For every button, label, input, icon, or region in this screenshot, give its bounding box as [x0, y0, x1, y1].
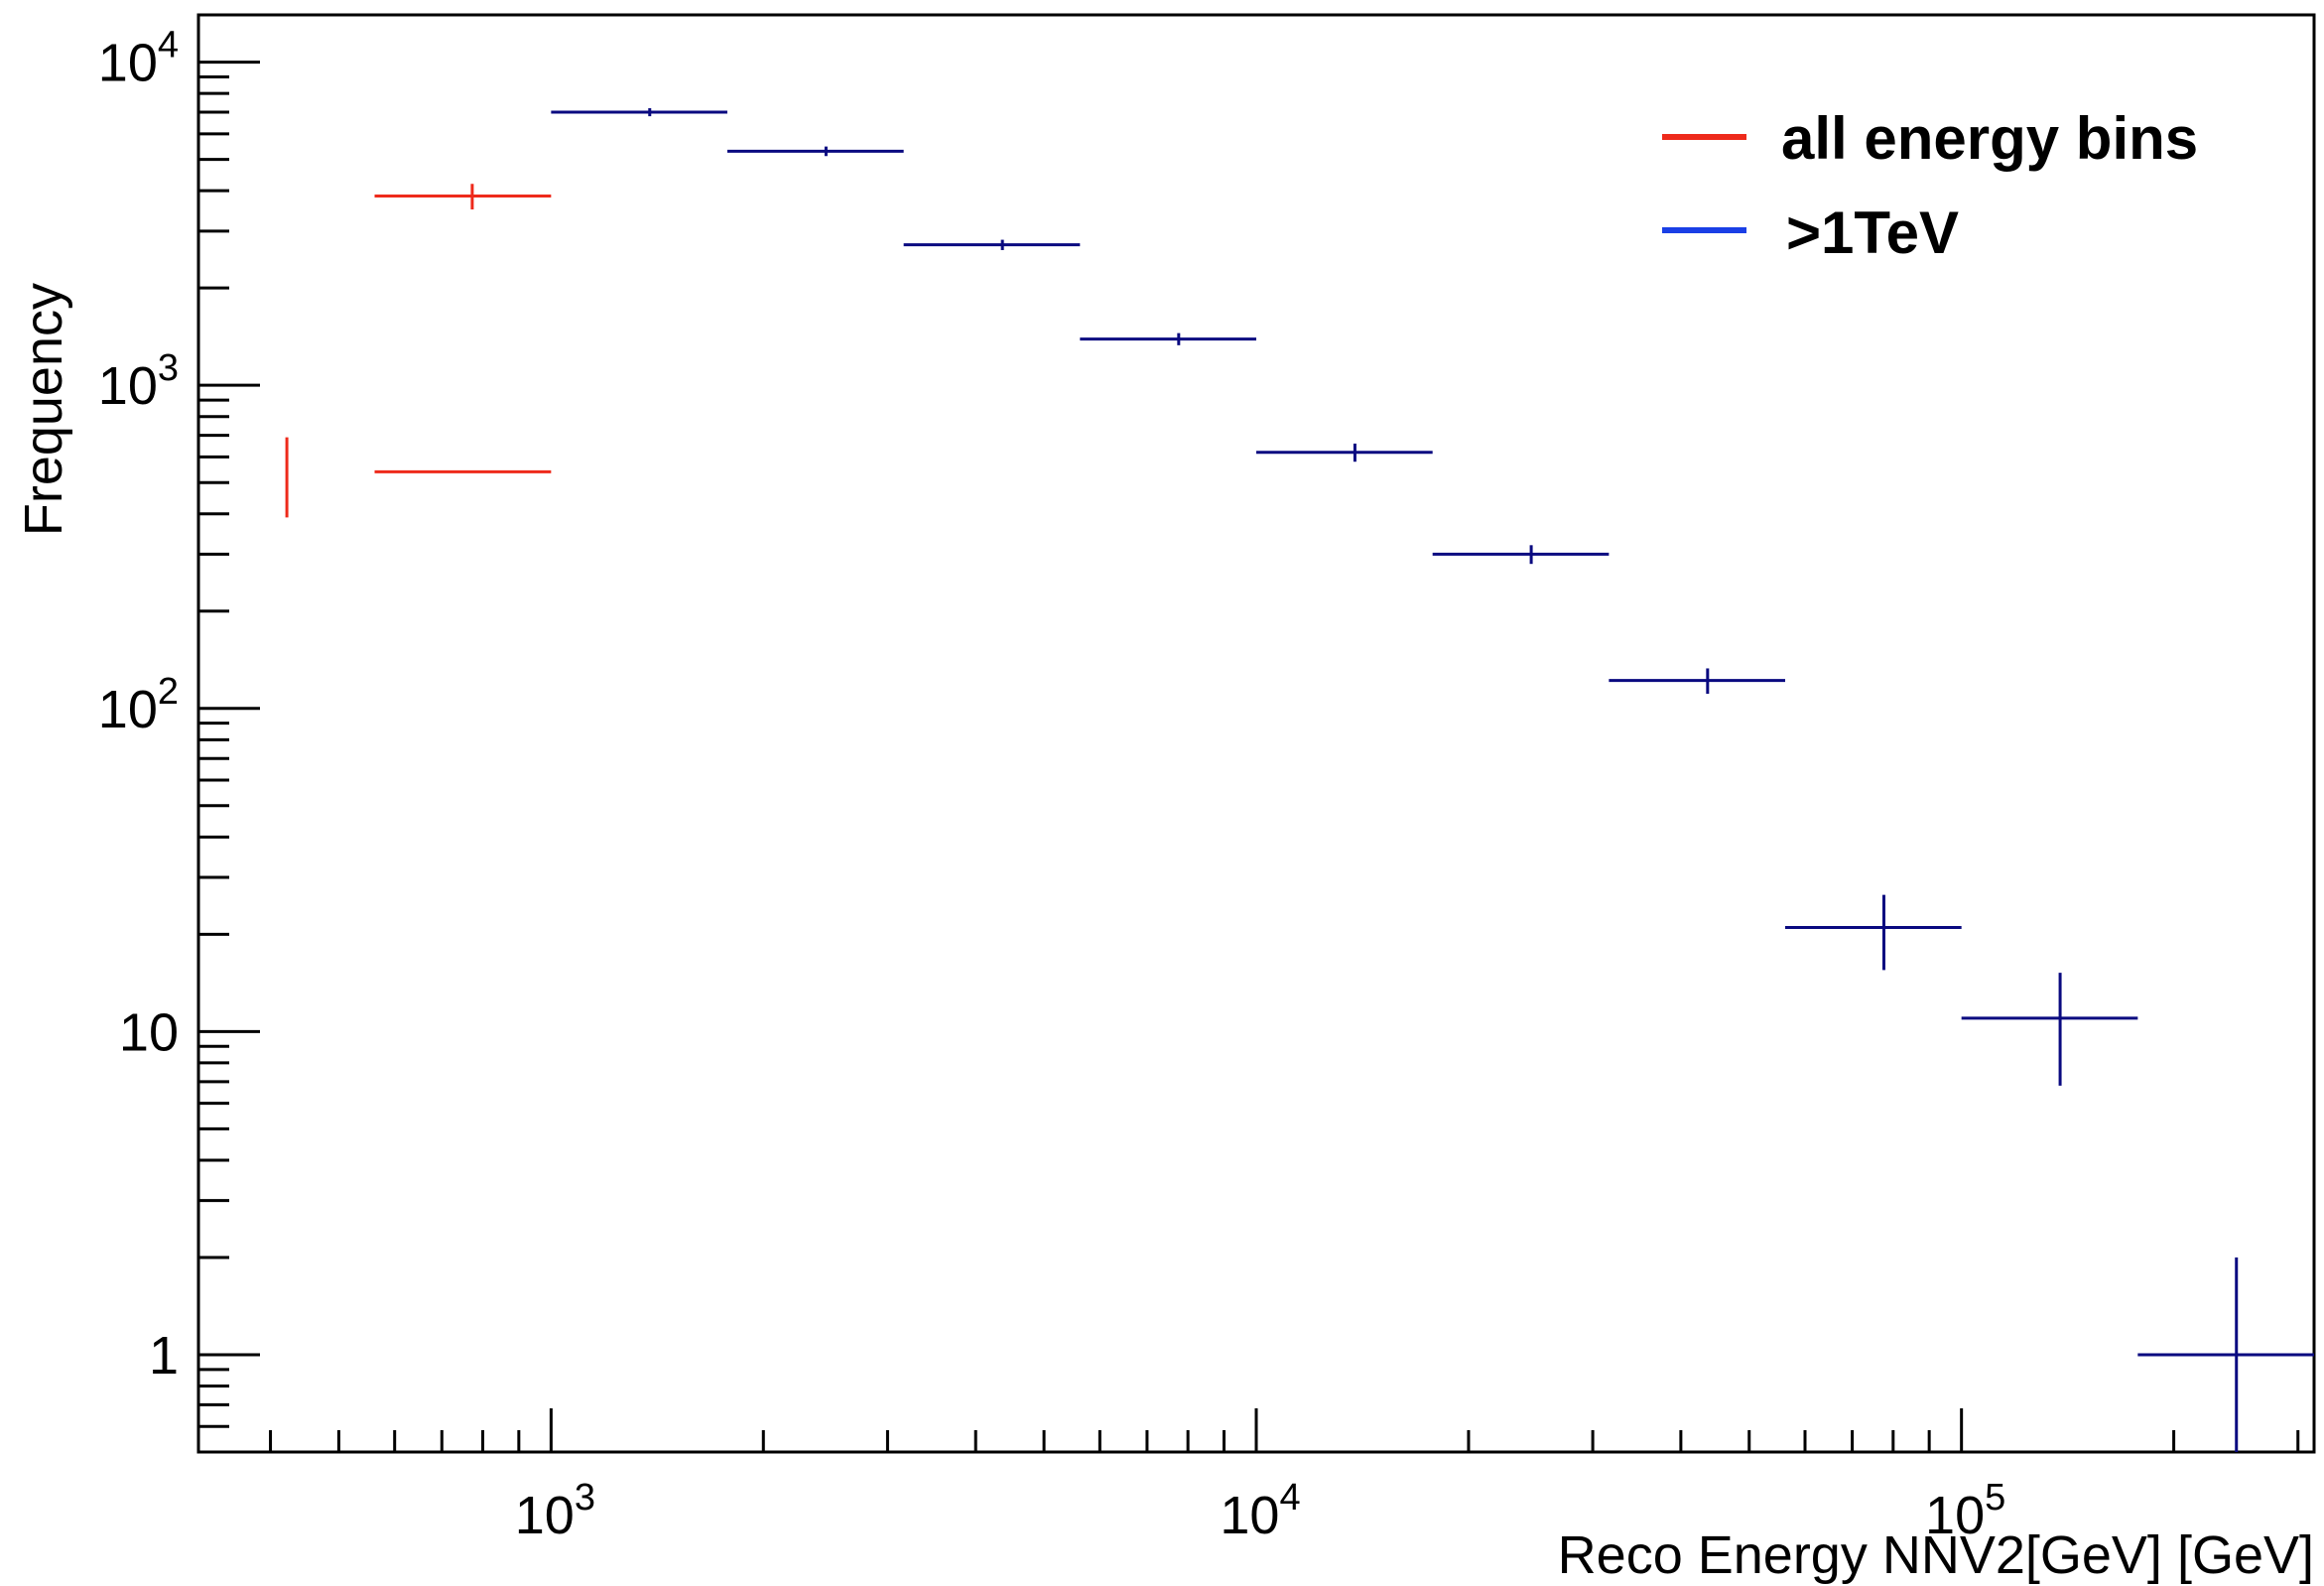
data-point	[1432, 545, 1610, 565]
plot-frame	[196, 13, 2316, 1454]
data-point	[1961, 973, 2138, 1086]
legend: all energy bins >1TeV	[1662, 105, 2198, 266]
data-point	[2137, 1256, 2314, 1452]
legend-label-above-1tev: >1TeV	[1786, 199, 1959, 266]
data-point	[726, 146, 904, 157]
y-axis-title: Frequency	[14, 283, 73, 536]
series-1	[551, 108, 2314, 1452]
y-tick-label: 104	[98, 25, 179, 93]
data-point	[1785, 894, 1962, 971]
series-0	[285, 184, 552, 518]
y-axis-tick-labels: 1 10 102 103 104	[98, 25, 179, 1386]
x-axis-title: Reco Energy NNV2[GeV] [GeV]	[1558, 1525, 2314, 1585]
data-point	[1080, 332, 1257, 345]
x-tick-label: 103	[515, 1477, 595, 1545]
x-tick-label: 104	[1220, 1477, 1300, 1545]
y-tick-label: 103	[98, 347, 179, 416]
data-point	[285, 437, 552, 518]
y-axis-minor-ticks	[198, 61, 260, 1454]
y-tick-label: 102	[98, 671, 179, 739]
x-axis-minor-ticks	[269, 1408, 2300, 1452]
legend-label-all-energy-bins: all energy bins	[1781, 105, 2198, 172]
x-axis-tick-labels: 103 104 105	[515, 1477, 2006, 1545]
data-point	[903, 239, 1081, 250]
y-tick-label: 1	[149, 1326, 179, 1386]
data-point	[1609, 668, 1786, 695]
x-tick-label: 105	[1925, 1477, 2005, 1545]
data-series	[285, 108, 2314, 1452]
y-tick-label: 10	[119, 1002, 179, 1062]
data-point	[374, 184, 552, 210]
data-point	[1256, 443, 1433, 463]
data-point	[551, 108, 727, 117]
